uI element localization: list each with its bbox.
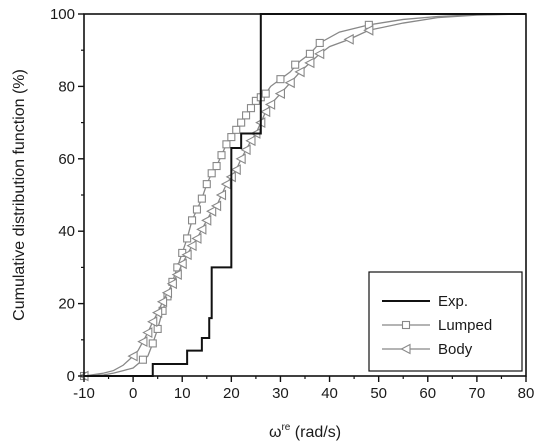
x-tick-label: 50 bbox=[370, 385, 387, 402]
lumped-marker bbox=[197, 194, 206, 203]
lumped-marker bbox=[246, 104, 256, 113]
legend-label-exp: Exp. bbox=[438, 293, 468, 310]
lumped-marker bbox=[276, 75, 285, 84]
lumped-marker bbox=[187, 216, 197, 225]
x-tick-label: 70 bbox=[469, 385, 486, 402]
body-marker bbox=[284, 77, 295, 89]
body-marker bbox=[191, 233, 202, 244]
x-tick-label: 20 bbox=[223, 385, 240, 402]
legend-marker-body bbox=[400, 343, 411, 355]
x-tick-label: 10 bbox=[174, 385, 191, 402]
lumped-marker bbox=[183, 234, 192, 243]
body-marker bbox=[343, 33, 354, 45]
body-marker bbox=[171, 269, 182, 281]
lumped-marker bbox=[207, 169, 216, 178]
lumped-marker bbox=[261, 89, 270, 98]
body-marker bbox=[166, 278, 177, 290]
x-tick-label: 80 bbox=[518, 385, 535, 402]
body-marker bbox=[127, 350, 138, 362]
body-marker bbox=[161, 287, 173, 299]
lumped-marker bbox=[227, 133, 236, 142]
body-marker bbox=[147, 316, 158, 328]
lumped-marker bbox=[315, 38, 324, 48]
x-tick-label: 40 bbox=[321, 385, 338, 402]
y-tick-label: 60 bbox=[58, 151, 75, 168]
series-exp bbox=[84, 13, 526, 377]
body-marker bbox=[294, 66, 305, 78]
body-marker bbox=[196, 223, 207, 235]
x-axis-symbol: ω bbox=[269, 424, 282, 441]
body-marker bbox=[151, 307, 163, 319]
body-marker bbox=[363, 24, 374, 36]
y-tick-label: 20 bbox=[58, 296, 75, 313]
lumped-marker bbox=[222, 140, 231, 149]
lumped-marker bbox=[305, 49, 314, 58]
lumped-marker bbox=[291, 60, 300, 69]
lumped-marker bbox=[212, 161, 221, 171]
legend-marker-lumped bbox=[401, 320, 411, 330]
lumped-marker bbox=[202, 180, 211, 189]
x-axis-units: (rad/s) bbox=[290, 424, 341, 441]
body-marker bbox=[260, 106, 271, 118]
legend-label-body: Body bbox=[438, 341, 473, 358]
x-axis-title: ωre (rad/s) bbox=[269, 422, 341, 441]
body-marker bbox=[264, 99, 276, 110]
lumped-marker bbox=[153, 324, 162, 333]
legend-label-lumped: Lumped bbox=[438, 317, 492, 334]
body-marker bbox=[137, 336, 148, 348]
body-marker bbox=[274, 88, 285, 100]
lumped-marker bbox=[138, 355, 147, 364]
y-tick-label: 0 bbox=[67, 368, 75, 385]
legend: Exp. Lumped Body bbox=[368, 271, 523, 372]
lumped-marker bbox=[148, 339, 157, 348]
body-marker bbox=[215, 189, 227, 201]
body-marker bbox=[235, 153, 246, 165]
body-marker bbox=[240, 144, 251, 156]
body-marker bbox=[181, 249, 192, 261]
lumped-marker bbox=[232, 125, 241, 134]
y-tick-label: 100 bbox=[50, 6, 75, 23]
body-marker bbox=[304, 57, 315, 69]
legend-box bbox=[368, 271, 523, 372]
body-marker bbox=[230, 164, 241, 176]
series-layer bbox=[78, 13, 527, 382]
y-axis-title: Cumulative distribution function (%) bbox=[11, 69, 28, 321]
body-marker bbox=[206, 205, 217, 217]
lumped-marker bbox=[192, 205, 202, 214]
body-marker bbox=[142, 327, 153, 338]
body-marker bbox=[186, 240, 197, 252]
body-marker bbox=[176, 258, 187, 270]
lumped-marker bbox=[242, 111, 251, 120]
series-line-exp bbox=[84, 13, 526, 377]
body-marker bbox=[201, 214, 212, 226]
body-marker bbox=[245, 135, 256, 147]
y-tick-label: 80 bbox=[58, 78, 75, 95]
x-axis-superscript: re bbox=[281, 422, 290, 433]
body-marker bbox=[314, 48, 325, 60]
lumped-marker bbox=[237, 118, 246, 127]
x-tick-label: 30 bbox=[272, 385, 289, 402]
x-tick-label: 0 bbox=[129, 385, 137, 402]
x-tick-label: -10 bbox=[73, 385, 95, 402]
x-tick-label: 60 bbox=[419, 385, 436, 402]
body-marker bbox=[210, 200, 222, 212]
lumped-marker bbox=[217, 151, 226, 160]
y-tick-label: 40 bbox=[58, 223, 75, 240]
body-marker bbox=[156, 296, 168, 308]
